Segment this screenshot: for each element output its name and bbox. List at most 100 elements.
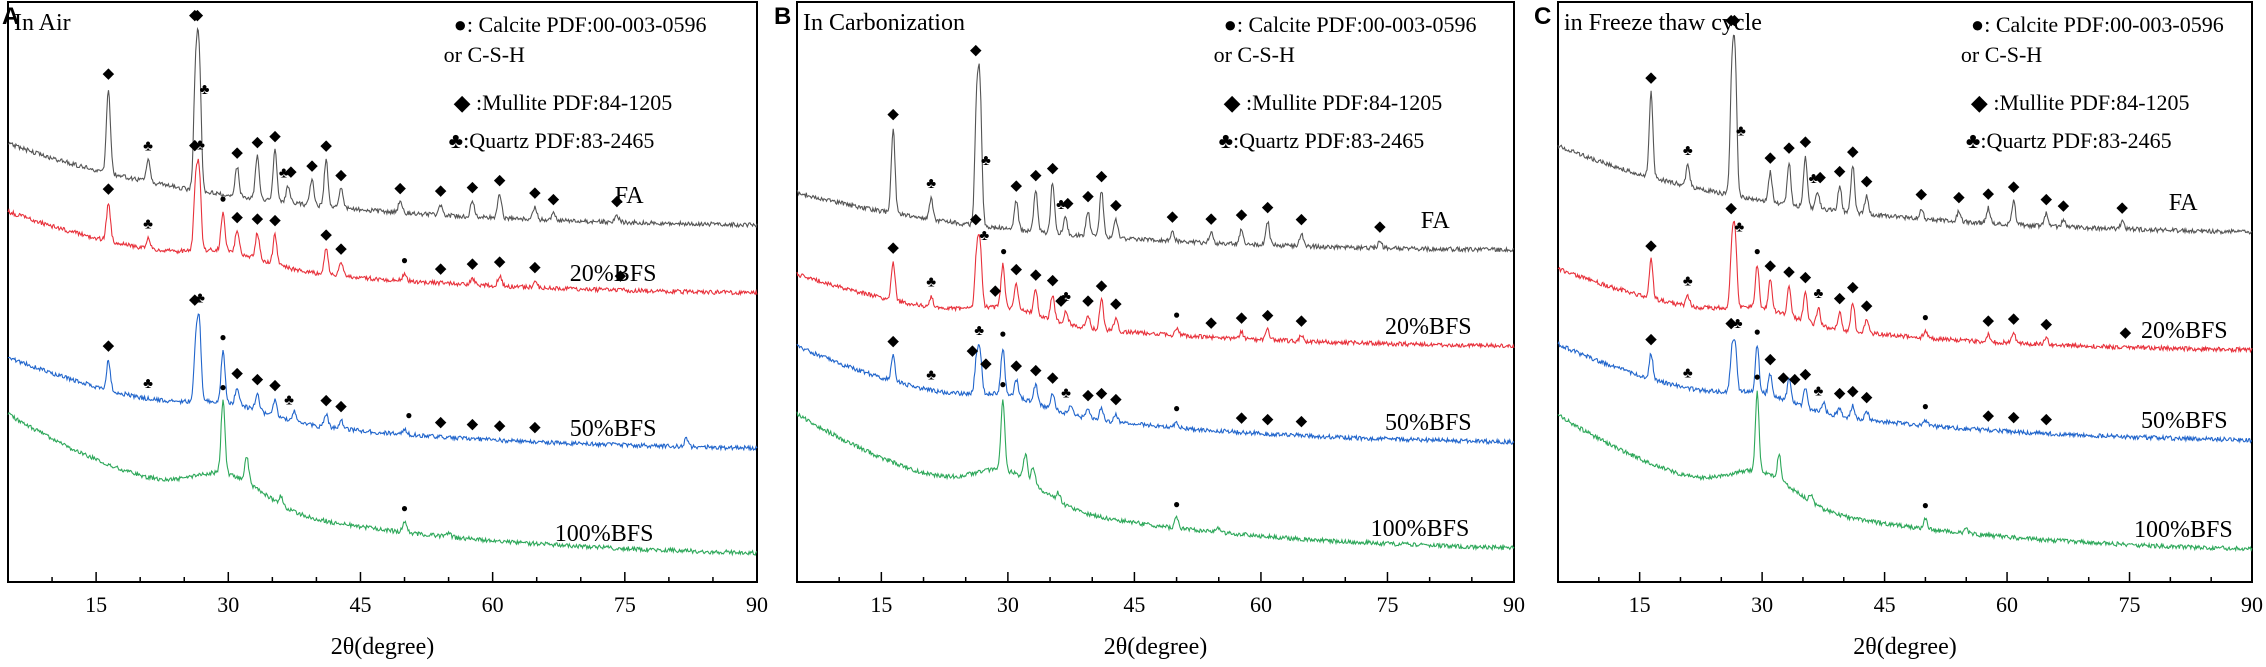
peak-marker: ◆	[1030, 167, 1042, 183]
peak-marker: ◆	[1011, 262, 1023, 278]
series-line-20pctbfs	[796, 234, 1515, 350]
peak-marker: ◆	[435, 261, 447, 277]
peak-marker: ●	[1754, 325, 1761, 339]
peak-marker: ◆	[189, 138, 201, 154]
peak-marker: ◆	[335, 398, 347, 414]
series-label-50pctbfs: 50%BFS	[570, 416, 657, 442]
peak-marker: ◆	[1814, 169, 1826, 185]
peak-marker: ♣	[1733, 316, 1743, 332]
x-axis-label: 2θ(degree)	[1853, 634, 1956, 660]
panel-letter: C	[1534, 3, 1551, 30]
peak-marker: ◆	[1205, 315, 1217, 331]
x-tick-label: 45	[349, 592, 371, 617]
peak-marker: ◆	[1262, 412, 1274, 428]
x-tick-label: 60	[1250, 592, 1272, 617]
peak-marker: ♣	[1734, 220, 1744, 236]
series-label-100pctbfs: 100%BFS	[1371, 516, 1470, 542]
peak-marker: ◆	[2040, 411, 2052, 427]
series-label-fa: FA	[615, 183, 645, 209]
peak-marker: ◆	[285, 164, 297, 180]
peak-marker: ◆	[980, 356, 992, 372]
series-line-100pctbfs	[7, 399, 758, 557]
peak-marker: ◆	[1847, 280, 1859, 296]
peak-marker: ◆	[335, 167, 347, 183]
peak-marker: ◆	[1847, 144, 1859, 160]
peak-marker: ♣	[1814, 286, 1824, 302]
peak-marker: ◆	[1110, 296, 1122, 312]
x-tick-label: 60	[482, 592, 504, 617]
peak-marker: ♣	[143, 217, 153, 233]
peak-marker: ◆	[189, 7, 201, 23]
peak-marker: ◆	[1789, 372, 1801, 388]
legend-entry: ◆ :Mullite PDF:84-1205	[1971, 90, 2190, 115]
peak-marker: ◆	[548, 191, 560, 207]
peak-marker: ◆	[1765, 150, 1777, 166]
peak-marker: ◆	[306, 158, 318, 174]
peak-marker: ◆	[529, 420, 541, 436]
peak-marker: ◆	[494, 254, 506, 270]
peak-marker: ◆	[189, 292, 201, 308]
peak-marker: ◆	[1783, 264, 1795, 280]
peak-marker: ◆	[1765, 352, 1777, 368]
plot-frame	[796, 1, 1515, 583]
x-tick-label: 75	[1376, 592, 1398, 617]
peak-marker: ◆	[989, 283, 1001, 299]
peak-marker: ◆	[1047, 273, 1059, 289]
peak-marker: ●	[219, 191, 226, 205]
peak-marker: ♣	[1736, 123, 1746, 139]
peak-marker: ◆	[320, 138, 332, 154]
peak-marker: ◆	[494, 418, 506, 434]
legend-entry: ◆ :Mullite PDF:84-1205	[454, 90, 673, 115]
peak-marker: ♣	[279, 165, 289, 181]
peak-marker: ●	[1922, 310, 1929, 324]
peak-marker: ◆	[967, 343, 979, 359]
peak-marker: ♣	[200, 82, 210, 98]
x-tick-label: 45	[1874, 592, 1896, 617]
peak-marker: ◆	[1645, 70, 1657, 86]
peak-marker: ●	[1922, 498, 1929, 512]
series-label-fa: FA	[1421, 208, 1451, 234]
peak-marker: ♣	[1683, 143, 1693, 159]
peak-marker: ♣	[1683, 274, 1693, 290]
peak-marker: ◆	[887, 333, 899, 349]
x-tick-label: 45	[1123, 592, 1145, 617]
peak-marker: ◆	[252, 372, 264, 388]
series-line-fa	[796, 63, 1515, 254]
x-tick-label: 60	[1996, 592, 2018, 617]
peak-marker: ◆	[1296, 313, 1308, 329]
legend-entry: ●: Calcite PDF:00-003-0596	[1224, 12, 1477, 37]
peak-marker: ◆	[1110, 197, 1122, 213]
peak-marker: ◆	[1011, 358, 1023, 374]
x-tick-label: 15	[1629, 592, 1651, 617]
peak-marker: ♣	[284, 393, 294, 409]
peak-marker: ◆	[1296, 211, 1308, 227]
peak-marker: ●	[1173, 401, 1180, 415]
peak-marker: ◆	[615, 268, 627, 284]
peak-marker: ◆	[467, 417, 479, 433]
peak-marker: ◆	[1800, 366, 1812, 382]
peak-marker: ◆	[394, 180, 406, 196]
peak-marker: ◆	[1082, 293, 1094, 309]
legend-entry: ●: Calcite PDF:00-003-0596	[454, 12, 707, 37]
peak-marker: ◆	[252, 135, 264, 151]
panel-letter: B	[774, 3, 791, 30]
panel-title: In Air	[14, 10, 71, 36]
panel-A: AIn Air ●: Calcite PDF:00-003-0596 or C-S-…	[2, 1, 768, 660]
peak-marker: ◆	[2116, 200, 2128, 216]
peak-marker: ◆	[1861, 298, 1873, 314]
peak-marker: ♣	[1056, 197, 1066, 213]
peak-marker: ◆	[2058, 198, 2070, 214]
peak-marker: ◆	[529, 260, 541, 276]
series-line-fa	[1557, 34, 2253, 236]
peak-marker: ◆	[1082, 189, 1094, 205]
series-line-100pctbfs	[796, 399, 1515, 552]
x-tick-label: 15	[85, 592, 107, 617]
peak-marker: ◆	[887, 240, 899, 256]
peak-marker: ◆	[103, 66, 115, 82]
peak-marker: ◆	[1096, 168, 1108, 184]
series-label-100pctbfs: 100%BFS	[2134, 517, 2233, 543]
peak-marker: ◆	[1800, 134, 1812, 150]
peak-marker: ◆	[1096, 385, 1108, 401]
peak-marker: ◆	[1047, 370, 1059, 386]
series-line-20pctbfs	[7, 158, 758, 297]
